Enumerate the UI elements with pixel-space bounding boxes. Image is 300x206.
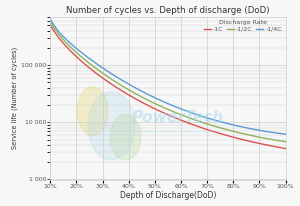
-1/4C: [48, 18, 52, 20]
Text: PowerTech: PowerTech: [131, 110, 224, 125]
-1/2C: [48, 21, 52, 23]
-1/4C: [278, 132, 282, 135]
Ellipse shape: [110, 114, 141, 160]
-1/4C: [188, 111, 192, 114]
-1/2C: [284, 140, 287, 143]
-1/4C: [162, 101, 165, 103]
-1C: [160, 111, 164, 113]
-1/2C: [188, 117, 192, 119]
Line: -1C: -1C: [50, 25, 286, 149]
-1/2C: [176, 112, 179, 115]
-1/4C: [176, 106, 179, 109]
-1/2C: [162, 106, 165, 109]
Line: -1/2C: -1/2C: [50, 22, 286, 142]
-1/4C: [160, 100, 164, 102]
-1C: [284, 147, 287, 150]
-1/2C: [278, 140, 282, 142]
Title: Number of cycles vs. Depth of discharge (DoD): Number of cycles vs. Depth of discharge …: [66, 6, 270, 15]
Line: -1/4C: -1/4C: [50, 19, 286, 134]
Y-axis label: Service life (Number of cycles): Service life (Number of cycles): [12, 47, 18, 149]
Text: ADVANCED ENERGY STORAGE SYSTEMS: ADVANCED ENERGY STORAGE SYSTEMS: [138, 130, 216, 134]
-1C: [176, 118, 179, 120]
Legend: -1C, -1/2C, -1/4C: -1C, -1/2C, -1/4C: [201, 18, 284, 34]
Ellipse shape: [77, 87, 108, 136]
-1/2C: [160, 106, 164, 108]
Ellipse shape: [88, 92, 135, 160]
-1C: [242, 138, 245, 141]
-1C: [188, 123, 192, 125]
-1C: [162, 111, 165, 114]
-1/4C: [242, 126, 245, 128]
-1/2C: [242, 132, 245, 135]
X-axis label: Depth of Discharge(DoD): Depth of Discharge(DoD): [120, 191, 216, 200]
-1C: [278, 146, 282, 149]
-1C: [48, 24, 52, 26]
-1/4C: [284, 133, 287, 135]
